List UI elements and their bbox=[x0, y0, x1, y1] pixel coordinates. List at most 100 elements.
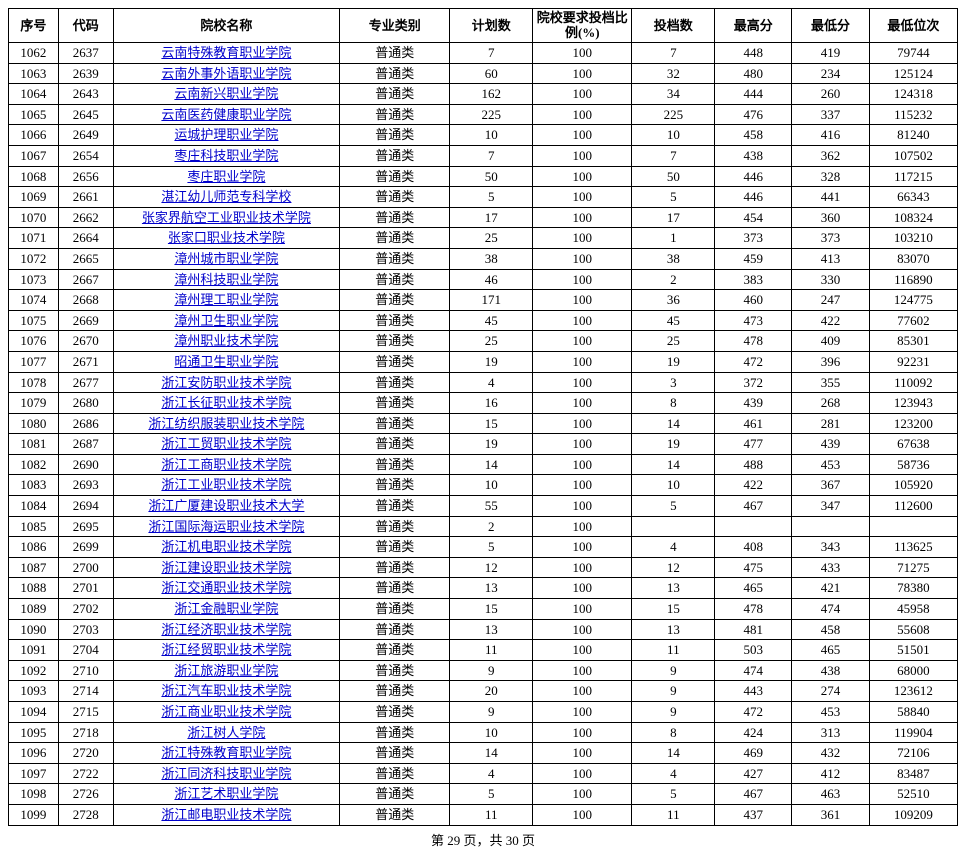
school-link[interactable]: 浙江广厦建设职业技术大学 bbox=[148, 498, 304, 513]
school-link[interactable]: 漳州理工职业学院 bbox=[174, 292, 278, 307]
school-link[interactable]: 浙江经贸职业技术学院 bbox=[161, 642, 291, 657]
cell-max: 438 bbox=[715, 145, 792, 166]
cell-min: 432 bbox=[792, 743, 869, 764]
table-row: 10992728浙江邮电职业技术学院普通类1110011437361109209 bbox=[9, 804, 958, 825]
school-link[interactable]: 枣庄科技职业学院 bbox=[174, 148, 278, 163]
cell-max: 478 bbox=[715, 331, 792, 352]
school-link[interactable]: 张家界航空工业职业技术学院 bbox=[142, 210, 311, 225]
table-row: 10752669漳州卫生职业学院普通类451004547342277602 bbox=[9, 310, 958, 331]
school-link[interactable]: 漳州城市职业学院 bbox=[174, 251, 278, 266]
school-link[interactable]: 湛江幼儿师范专科学校 bbox=[161, 189, 291, 204]
cell-ratio: 100 bbox=[533, 166, 632, 187]
cell-tou: 7 bbox=[632, 43, 715, 64]
school-link[interactable]: 浙江旅游职业学院 bbox=[174, 663, 278, 678]
school-link[interactable]: 浙江国际海运职业技术学院 bbox=[148, 519, 304, 534]
cell-max: 422 bbox=[715, 475, 792, 496]
school-link[interactable]: 浙江机电职业技术学院 bbox=[161, 539, 291, 554]
school-link[interactable]: 浙江建设职业技术学院 bbox=[161, 560, 291, 575]
cell-ratio: 100 bbox=[533, 599, 632, 620]
cell-rank: 55608 bbox=[869, 619, 957, 640]
cell-name: 浙江广厦建设职业技术大学 bbox=[113, 496, 339, 517]
cell-tou: 3 bbox=[632, 372, 715, 393]
cell-ratio: 100 bbox=[533, 516, 632, 537]
header-seq: 序号 bbox=[9, 9, 59, 43]
cell-min: 465 bbox=[792, 640, 869, 661]
cell-tou: 34 bbox=[632, 84, 715, 105]
school-link[interactable]: 昭通卫生职业学院 bbox=[174, 354, 278, 369]
school-link[interactable]: 浙江工业职业技术学院 bbox=[161, 477, 291, 492]
school-link[interactable]: 浙江商业职业技术学院 bbox=[161, 704, 291, 719]
school-link[interactable]: 浙江交通职业技术学院 bbox=[161, 580, 291, 595]
header-code: 代码 bbox=[58, 9, 113, 43]
cell-min: 373 bbox=[792, 228, 869, 249]
school-link[interactable]: 枣庄职业学院 bbox=[187, 169, 265, 184]
cell-plan: 2 bbox=[450, 516, 533, 537]
cell-min: 416 bbox=[792, 125, 869, 146]
cell-min: 439 bbox=[792, 434, 869, 455]
cell-max: 439 bbox=[715, 393, 792, 414]
school-link[interactable]: 云南医药健康职业学院 bbox=[161, 107, 291, 122]
cell-min: 463 bbox=[792, 784, 869, 805]
cell-category: 普通类 bbox=[340, 43, 450, 64]
school-link[interactable]: 浙江汽车职业技术学院 bbox=[161, 683, 291, 698]
cell-max: 474 bbox=[715, 660, 792, 681]
cell-plan: 9 bbox=[450, 660, 533, 681]
cell-name: 浙江工贸职业技术学院 bbox=[113, 434, 339, 455]
cell-max: 460 bbox=[715, 290, 792, 311]
cell-code: 2694 bbox=[58, 496, 113, 517]
school-link[interactable]: 浙江邮电职业技术学院 bbox=[161, 807, 291, 822]
cell-category: 普通类 bbox=[340, 475, 450, 496]
school-link[interactable]: 浙江工贸职业技术学院 bbox=[161, 436, 291, 451]
cell-name: 浙江安防职业技术学院 bbox=[113, 372, 339, 393]
cell-seq: 1092 bbox=[9, 660, 59, 681]
school-link[interactable]: 浙江经济职业技术学院 bbox=[161, 622, 291, 637]
school-link[interactable]: 漳州科技职业学院 bbox=[174, 272, 278, 287]
cell-min: 343 bbox=[792, 537, 869, 558]
cell-min: 474 bbox=[792, 599, 869, 620]
school-link[interactable]: 云南特殊教育职业学院 bbox=[161, 45, 291, 60]
cell-code: 2669 bbox=[58, 310, 113, 331]
school-link[interactable]: 云南新兴职业学院 bbox=[174, 86, 278, 101]
cell-max: 465 bbox=[715, 578, 792, 599]
school-link[interactable]: 浙江树人学院 bbox=[187, 725, 265, 740]
cell-code: 2665 bbox=[58, 248, 113, 269]
cell-name: 浙江汽车职业技术学院 bbox=[113, 681, 339, 702]
school-link[interactable]: 浙江同济科技职业学院 bbox=[161, 766, 291, 781]
cell-name: 浙江艺术职业学院 bbox=[113, 784, 339, 805]
header-ratio: 院校要求投档比例(%) bbox=[533, 9, 632, 43]
cell-plan: 11 bbox=[450, 640, 533, 661]
school-link[interactable]: 浙江艺术职业学院 bbox=[174, 786, 278, 801]
cell-code: 2656 bbox=[58, 166, 113, 187]
cell-ratio: 100 bbox=[533, 393, 632, 414]
cell-category: 普通类 bbox=[340, 145, 450, 166]
cell-seq: 1095 bbox=[9, 722, 59, 743]
cell-name: 运城护理职业学院 bbox=[113, 125, 339, 146]
cell-ratio: 100 bbox=[533, 537, 632, 558]
cell-seq: 1062 bbox=[9, 43, 59, 64]
school-link[interactable]: 浙江特殊教育职业学院 bbox=[161, 745, 291, 760]
school-link[interactable]: 张家口职业技术学院 bbox=[168, 230, 285, 245]
cell-tou: 4 bbox=[632, 537, 715, 558]
school-link[interactable]: 浙江安防职业技术学院 bbox=[161, 375, 291, 390]
table-row: 10672654枣庄科技职业学院普通类71007438362107502 bbox=[9, 145, 958, 166]
cell-min: 360 bbox=[792, 207, 869, 228]
cell-plan: 17 bbox=[450, 207, 533, 228]
table-row: 10852695浙江国际海运职业技术学院普通类2100 bbox=[9, 516, 958, 537]
cell-name: 浙江旅游职业学院 bbox=[113, 660, 339, 681]
school-link[interactable]: 漳州职业技术学院 bbox=[174, 333, 278, 348]
cell-ratio: 100 bbox=[533, 784, 632, 805]
cell-rank: 123943 bbox=[869, 393, 957, 414]
cell-ratio: 100 bbox=[533, 496, 632, 517]
cell-min: 347 bbox=[792, 496, 869, 517]
school-link[interactable]: 云南外事外语职业学院 bbox=[161, 66, 291, 81]
school-link[interactable]: 浙江工商职业技术学院 bbox=[161, 457, 291, 472]
school-link[interactable]: 漳州卫生职业学院 bbox=[174, 313, 278, 328]
school-link[interactable]: 浙江长征职业技术学院 bbox=[161, 395, 291, 410]
cell-min: 438 bbox=[792, 660, 869, 681]
school-link[interactable]: 运城护理职业学院 bbox=[174, 127, 278, 142]
school-link[interactable]: 浙江金融职业学院 bbox=[174, 601, 278, 616]
cell-rank: 124318 bbox=[869, 84, 957, 105]
school-link[interactable]: 浙江纺织服装职业技术学院 bbox=[148, 416, 304, 431]
cell-code: 2637 bbox=[58, 43, 113, 64]
cell-category: 普通类 bbox=[340, 578, 450, 599]
